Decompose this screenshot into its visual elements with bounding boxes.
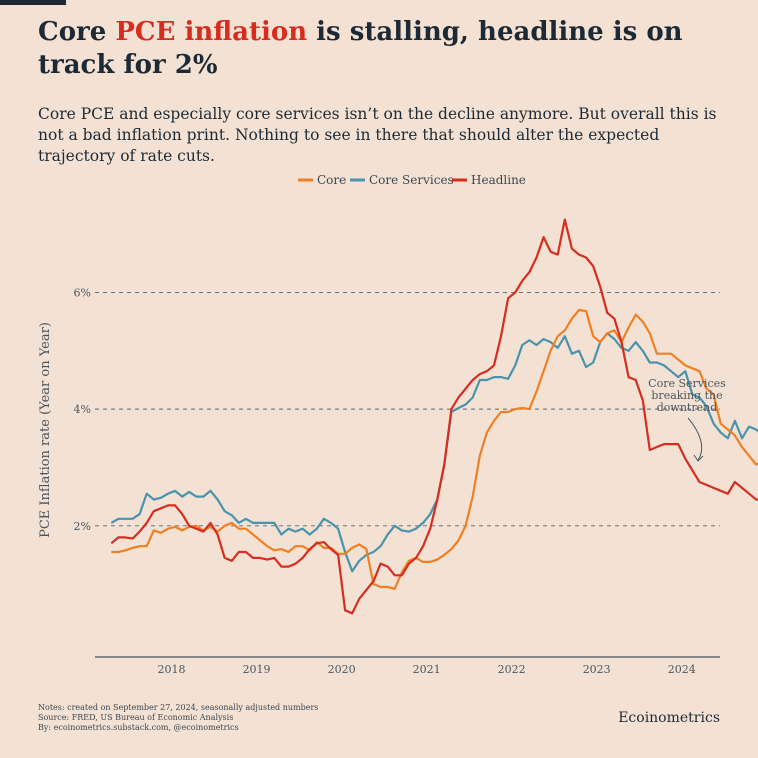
title-highlight: PCE inflation	[115, 17, 308, 47]
chart-title: Core PCE inflation is stalling, headline…	[38, 16, 728, 82]
legend-label-core-services: Core Services	[369, 173, 454, 187]
title-suffix: is stalling, headline is on track for 2%	[38, 17, 683, 80]
top-accent-bar	[0, 0, 66, 5]
chart-subtitle: Core PCE and especially core services is…	[38, 105, 717, 165]
y-axis-label: PCE Inflation rate (Year on Year)	[38, 322, 53, 538]
footer-note-source: Source: FRED, US Bureau of Economic Anal…	[38, 713, 234, 722]
y-tick-label: 6%	[74, 286, 91, 299]
y-tick-labels: 2% 4% 6%	[74, 286, 91, 532]
legend-label-headline: Headline	[471, 173, 526, 187]
footer-note-by: By: ecoinometrics.substack.com, @ecoinom…	[38, 723, 239, 732]
series-layer	[110, 218, 758, 615]
series-line-headline	[110, 218, 758, 615]
series-line-core	[111, 308, 758, 590]
annotation-line-3: downtrend	[657, 401, 717, 414]
annotation-line-1: Core Services	[648, 377, 726, 390]
annotation-arrow-head-icon	[693, 454, 704, 462]
x-tick-label: 2019	[243, 663, 271, 676]
annotation-arrow	[687, 417, 703, 461]
gridlines	[95, 292, 720, 527]
title-prefix: Core	[38, 17, 116, 47]
footer-note-created: Notes: created on September 27, 2024, se…	[38, 703, 319, 712]
annotation-core-services: Core Services breaking the downtrend	[648, 377, 726, 462]
x-tick-label: 2020	[328, 663, 356, 676]
y-tick-label: 4%	[74, 403, 91, 416]
footer-notes: Notes: created on September 27, 2024, se…	[38, 703, 318, 733]
x-tick-label: 2024	[668, 663, 696, 676]
y-tick-label: 2%	[74, 520, 91, 533]
legend-label-core: Core	[317, 173, 346, 187]
x-tick-label: 2022	[498, 663, 526, 676]
x-tick-label: 2023	[583, 663, 611, 676]
brand-logo-text: Ecoinometrics	[618, 710, 720, 726]
x-tick-label: 2018	[158, 663, 186, 676]
legend: Core Core Services Headline	[298, 173, 526, 187]
annotation-line-2: breaking the	[651, 389, 722, 402]
line-chart: Core Core Services Headline 2%4%6% 2018 2…	[38, 173, 758, 676]
x-tick-labels: 2018 2019 2020 2021 2022 2023 2024	[158, 663, 696, 676]
series-line-core-services	[110, 332, 758, 573]
x-tick-label: 2021	[413, 663, 441, 676]
